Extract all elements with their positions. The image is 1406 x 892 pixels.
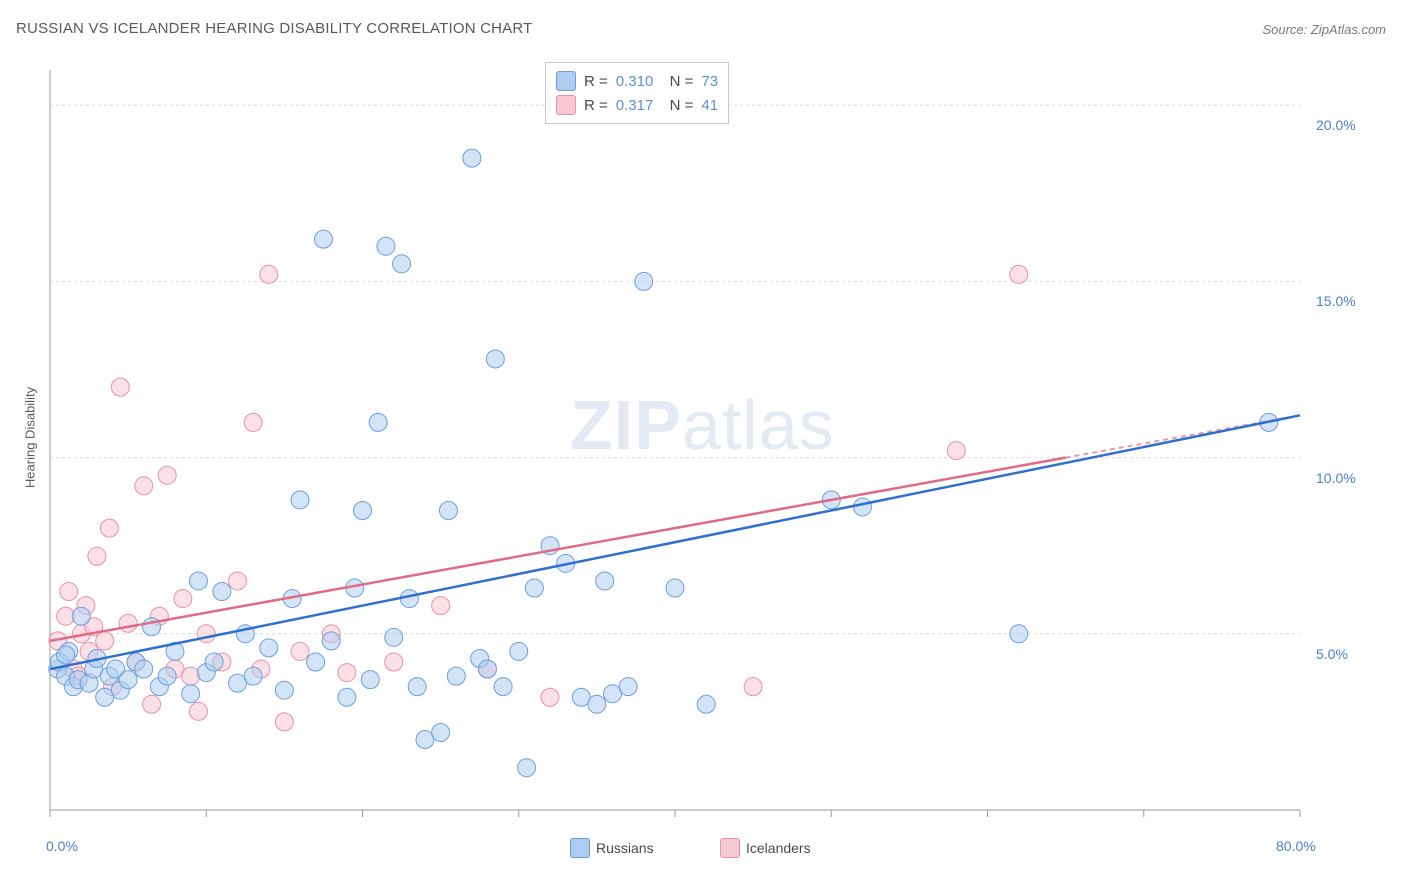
n-value: 73 (701, 73, 718, 90)
y-tick-label: 15.0% (1316, 293, 1356, 309)
legend-label: Russians (596, 840, 654, 856)
swatch-icon (720, 838, 740, 858)
x-tick-label: 80.0% (1276, 838, 1316, 854)
x-tick-label: 0.0% (46, 838, 78, 854)
swatch-icon (556, 95, 576, 115)
stats-row-1: R = 0.310 N = 73 (556, 69, 718, 93)
y-tick-label: 5.0% (1316, 646, 1348, 662)
chart-source: Source: ZipAtlas.com (1262, 22, 1386, 37)
chart-title: RUSSIAN VS ICELANDER HEARING DISABILITY … (16, 20, 533, 37)
legend-label: Icelanders (746, 840, 811, 856)
swatch-icon (556, 71, 576, 91)
y-tick-label: 10.0% (1316, 470, 1356, 486)
legend-russians: Russians (570, 838, 654, 858)
legend-icelanders: Icelanders (720, 838, 811, 858)
n-value: 41 (701, 97, 718, 114)
swatch-icon (570, 838, 590, 858)
scatter-plot (0, 50, 1406, 880)
chart-header: RUSSIAN VS ICELANDER HEARING DISABILITY … (0, 0, 1406, 50)
r-value: 0.310 (616, 73, 654, 90)
chart-area: Hearing Disability ZIPatlas R = 0.310 N … (0, 50, 1406, 892)
y-tick-label: 20.0% (1316, 117, 1356, 133)
stats-row-2: R = 0.317 N = 41 (556, 93, 718, 117)
r-value: 0.317 (616, 97, 654, 114)
stats-legend: R = 0.310 N = 73 R = 0.317 N = 41 (545, 62, 729, 124)
